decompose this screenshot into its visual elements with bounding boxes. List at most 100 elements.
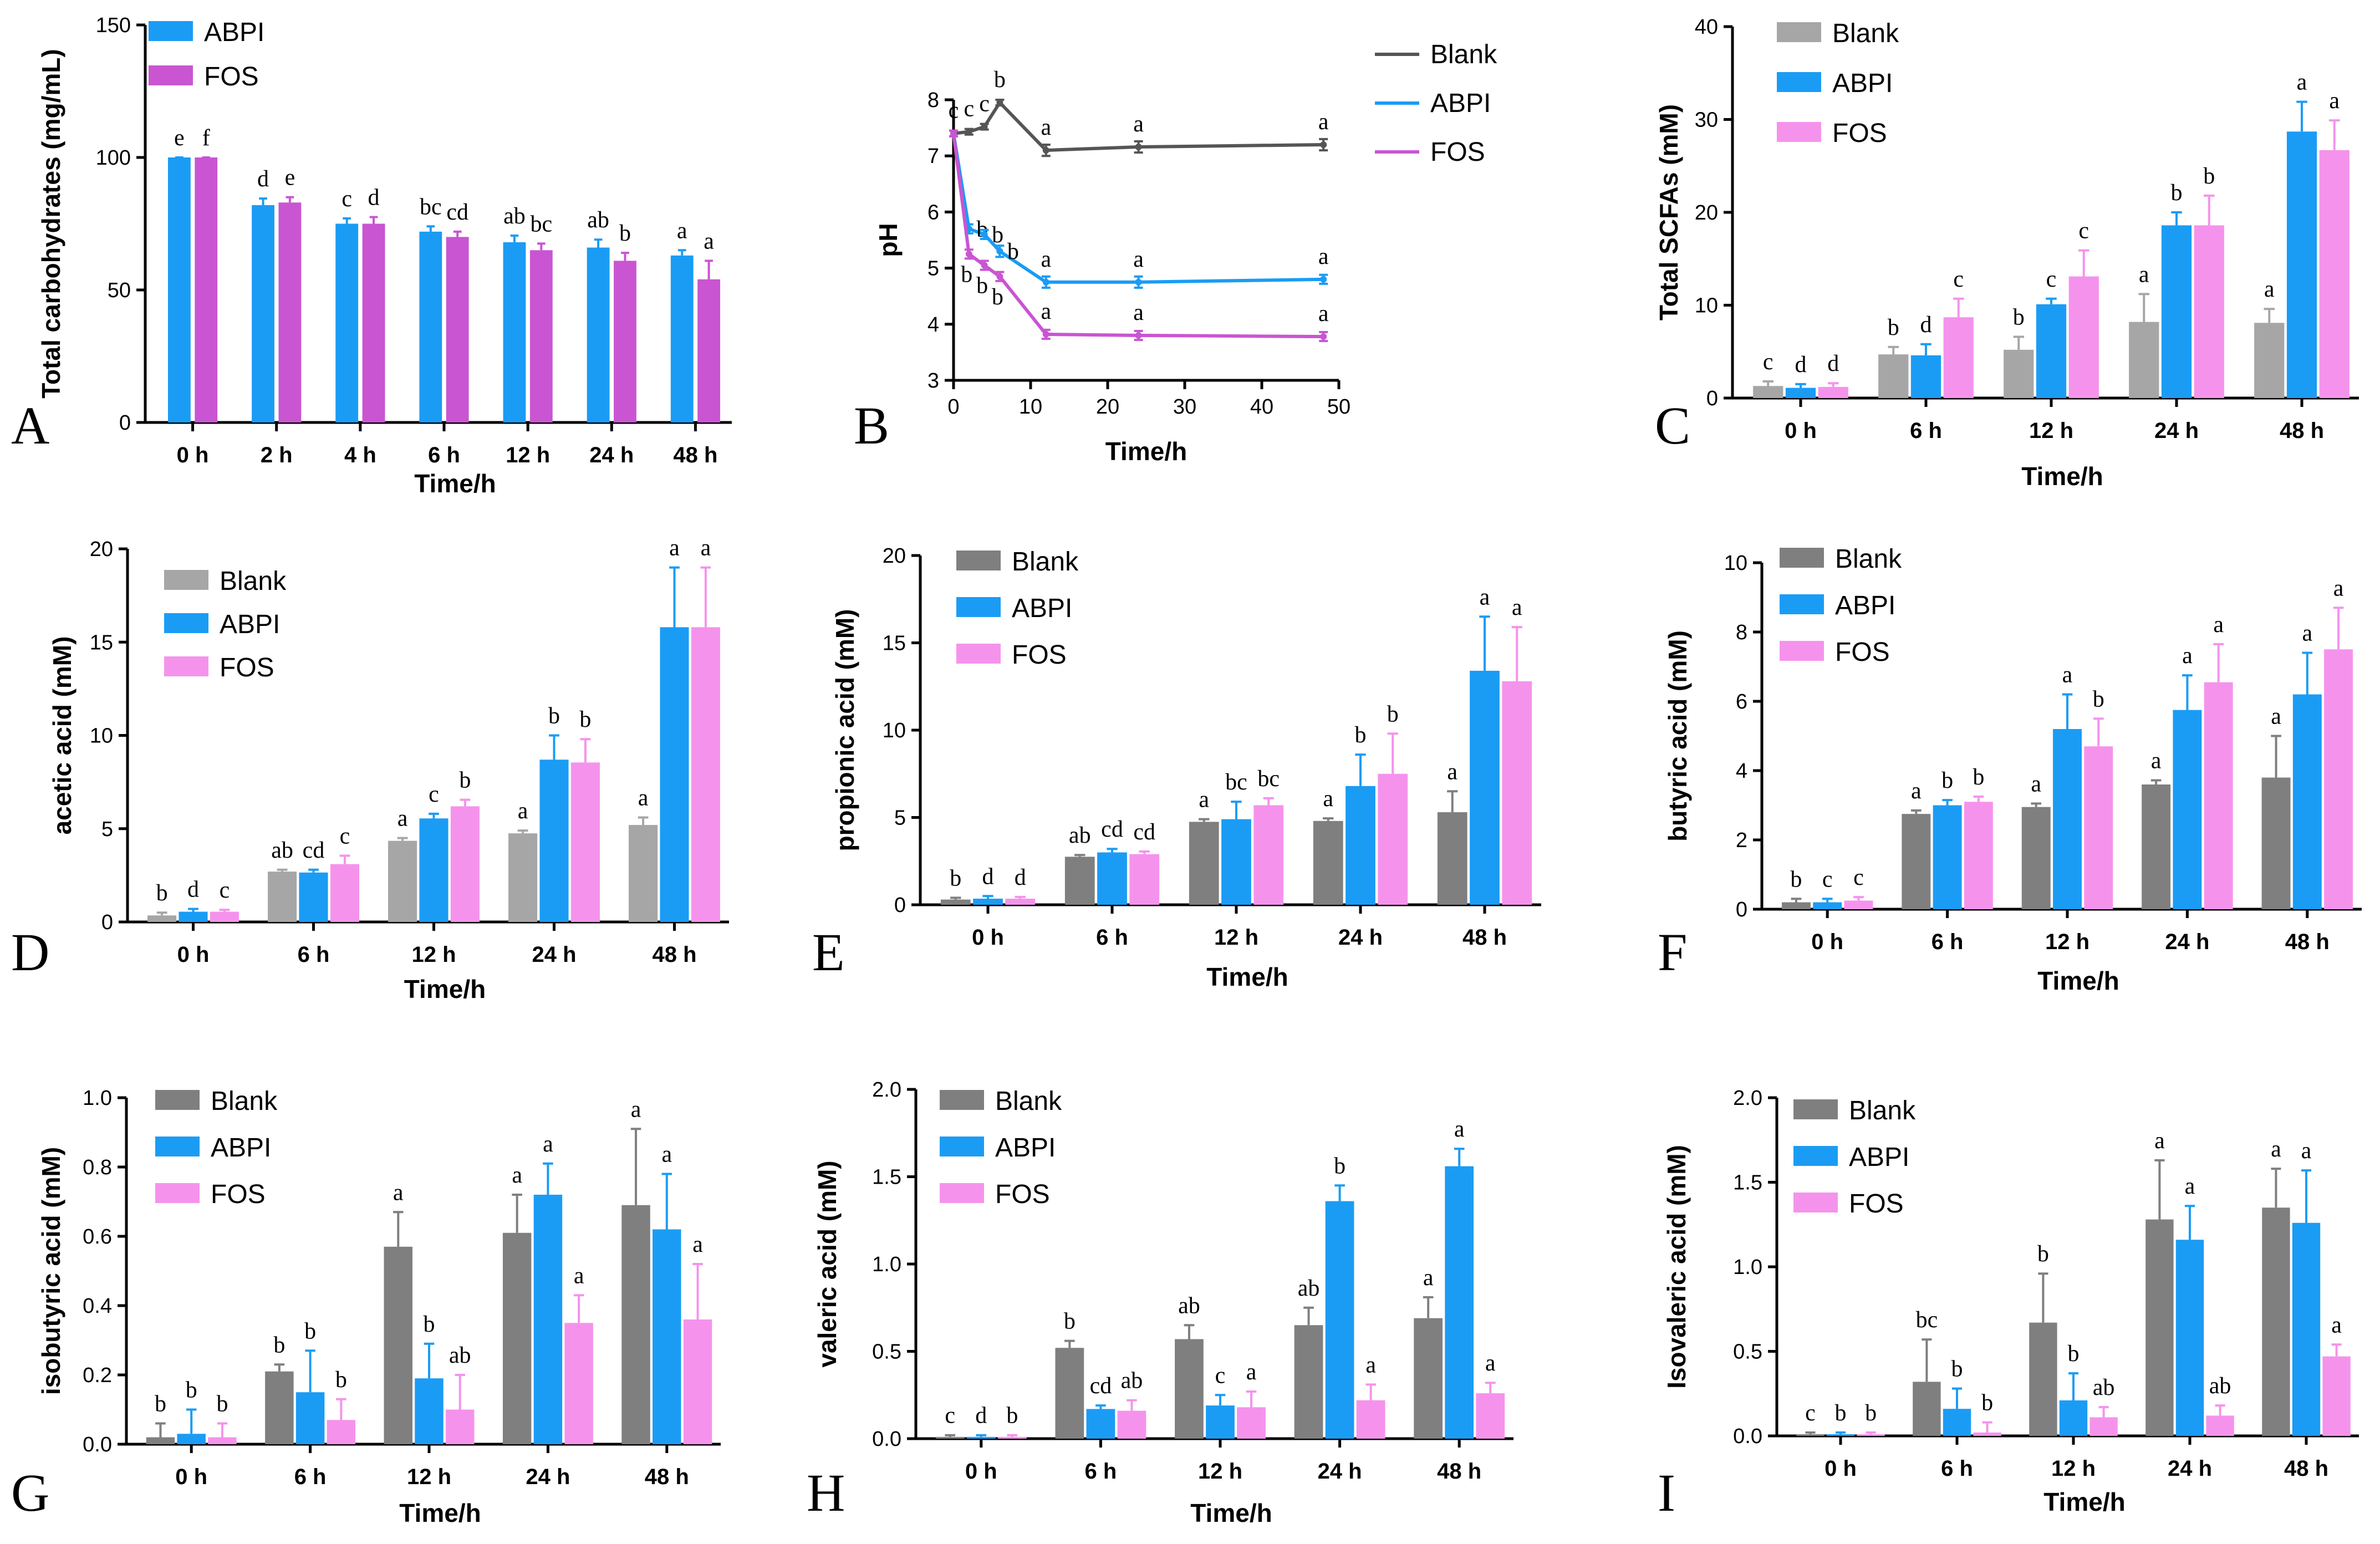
significance-letter: a (1454, 1117, 1465, 1142)
significance-letter: c (1953, 267, 1964, 292)
legend-label-abpi: ABPI (204, 18, 264, 47)
y-tick-label: 1.0 (1733, 1256, 1762, 1279)
y-tick-label: 2.0 (872, 1078, 901, 1102)
significance-letter: b (548, 704, 560, 729)
x-tick-label: 0 h (177, 443, 209, 467)
significance-letter: b (2037, 1241, 2049, 1267)
bar-blank-12h (388, 840, 417, 922)
bar-abpi-0h (179, 911, 208, 922)
significance-letter: a (631, 1097, 641, 1122)
legend-swatch-fos (1780, 641, 1824, 661)
y-tick-label: 15 (90, 631, 113, 654)
significance-letter: a (393, 1180, 404, 1205)
bar-fos-12h (2084, 746, 2113, 909)
x-tick-label: 12 h (2029, 419, 2073, 443)
significance-letter: ab (2209, 1373, 2231, 1399)
bar-abpi-6h (1933, 805, 1962, 909)
bar-blank-6h (268, 872, 297, 922)
y-tick-label: 10 (883, 719, 906, 742)
x-tick-label: 0 h (1811, 930, 1843, 954)
significance-letter: a (1041, 247, 1051, 272)
bar-fos-48h (691, 627, 720, 922)
significance-letter: d (1015, 865, 1026, 890)
legend-swatch-blank (1793, 1099, 1838, 1119)
panel-label: B (854, 396, 889, 455)
x-tick-label: 12 h (1198, 1459, 1242, 1484)
panel-label: E (812, 923, 845, 982)
bar-abpi-24h (1346, 786, 1375, 905)
y-tick-label: 10 (1724, 552, 1747, 575)
y-tick-label: 0.5 (1733, 1341, 1762, 1364)
bar-fos-48h (697, 279, 721, 422)
bar-fos-6h (1964, 802, 1993, 909)
significance-letter: a (704, 228, 714, 254)
significance-letter: a (1133, 247, 1144, 272)
x-tick-label: 20 (1096, 395, 1119, 419)
data-point (996, 248, 1003, 255)
y-tick-label: 0 (894, 894, 906, 917)
significance-letter: b (2093, 686, 2104, 712)
x-tick-label: 0 h (175, 1465, 207, 1489)
significance-letter: b (1973, 765, 1984, 790)
significance-letter: a (2139, 262, 2149, 287)
bar-abpi-48h (670, 255, 694, 422)
bar-blank-24h (2142, 784, 2171, 909)
bar-abpi-12h (2036, 304, 2067, 398)
bar-fos-6h (1117, 1410, 1146, 1439)
significance-letter: a (1246, 1359, 1257, 1385)
y-tick-label: 4 (927, 313, 939, 337)
significance-letter: a (1318, 244, 1329, 269)
bar-blank-24h (2129, 322, 2159, 398)
x-tick-label: 12 h (2051, 1456, 2096, 1481)
y-axis-title: butyric acid (mM) (1663, 630, 1692, 842)
bar-fos-12h (529, 250, 553, 422)
bar-abpi-4h (335, 223, 359, 422)
data-point (1135, 278, 1142, 286)
significance-letter: ab (271, 838, 293, 863)
y-tick-label: 10 (1695, 294, 1718, 318)
x-tick-label: 6 h (1085, 1459, 1117, 1484)
bar-fos-24h (1378, 773, 1408, 905)
bar-blank-6h (1913, 1382, 1941, 1436)
y-tick-label: 0.6 (83, 1225, 112, 1249)
significance-letter: c (342, 186, 352, 212)
significance-letter: b (459, 768, 471, 793)
panel-H: 0.0 0.5 1.0 1.5 2.0 valeric acid (mM) Time/h H 0… (807, 1078, 1513, 1527)
y-axis-title: pH (874, 223, 903, 257)
y-tick-label: 1.5 (1733, 1171, 1762, 1195)
x-tick-label: 2 h (261, 443, 293, 467)
bar-fos-12h (1237, 1407, 1266, 1439)
significance-letter: b (1835, 1400, 1847, 1426)
legend-label-fos: FOS (1849, 1189, 1904, 1219)
significance-letter: c (949, 98, 959, 124)
x-tick-label: 0 h (972, 925, 1004, 950)
significance-letter: b (2013, 304, 2025, 330)
panel-label: C (1655, 396, 1690, 455)
significance-letter: a (574, 1263, 584, 1288)
bar-fos-24h (564, 1323, 593, 1444)
y-tick-label: 6 (927, 201, 939, 224)
legend-label-blank: Blank (1835, 544, 1902, 574)
significance-letter: f (202, 125, 210, 151)
legend-label-fos: FOS (995, 1180, 1050, 1209)
y-tick-label: 0.5 (872, 1341, 901, 1364)
y-tick-label: 5 (894, 807, 906, 830)
bar-abpi-6h (1097, 852, 1127, 905)
significance-letter: a (1041, 299, 1051, 324)
significance-letter: a (1911, 778, 1922, 804)
y-tick-label: 0 (1736, 898, 1747, 921)
bar-blank-6h (265, 1371, 294, 1444)
significance-letter: c (1215, 1363, 1226, 1388)
legend-label-fos: FOS (204, 62, 259, 91)
x-axis-title: Time/h (2021, 462, 2103, 491)
y-tick-label: 15 (883, 632, 906, 655)
x-tick-label: 6 h (1931, 930, 1964, 954)
bar-abpi-24h (539, 760, 569, 922)
bar-fos-48h (1476, 1393, 1505, 1439)
bar-blank-12h (1175, 1339, 1204, 1439)
bar-fos-0h (1844, 900, 1873, 909)
x-tick-label: 24 h (2165, 930, 2209, 954)
legend-swatch-fos (956, 644, 1001, 664)
